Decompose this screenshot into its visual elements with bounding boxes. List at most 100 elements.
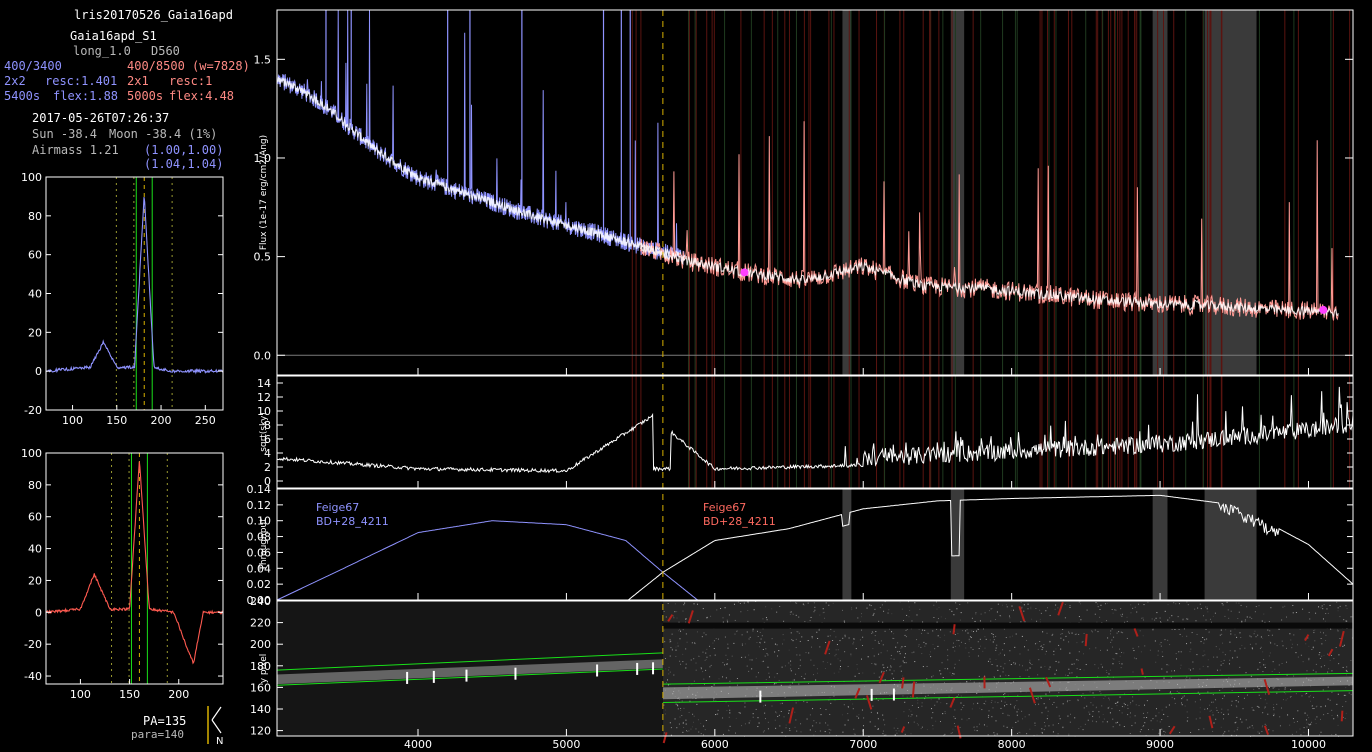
trace-noise: [701, 636, 703, 638]
trace-noise: [1245, 672, 1247, 674]
trace-noise: [1054, 608, 1056, 610]
trace-noise: [664, 709, 666, 711]
trace-noise: [693, 680, 695, 682]
trace-noise: [1089, 713, 1091, 715]
trace-noise: [1190, 731, 1192, 733]
trace-noise: [1343, 694, 1345, 696]
trace-noise: [918, 644, 920, 646]
trace-noise: [897, 651, 899, 653]
trace-noise: [951, 674, 953, 676]
trace-noise: [729, 668, 731, 670]
trace-noise: [1199, 717, 1201, 719]
trace-noise: [1272, 730, 1274, 732]
trace-noise: [1130, 612, 1132, 614]
trace-noise: [1186, 676, 1188, 678]
trace-noise: [815, 722, 817, 724]
trace-noise: [813, 720, 815, 722]
trace-noise: [943, 640, 945, 642]
trace-noise: [1105, 620, 1107, 622]
trace-artifact: [900, 726, 906, 733]
trace-noise: [1276, 692, 1278, 694]
trace-noise: [1335, 733, 1337, 735]
trace-noise: [1263, 659, 1265, 661]
trace-noise: [1084, 697, 1086, 699]
trace-noise: [1203, 642, 1205, 644]
trace-noise: [904, 653, 906, 655]
trace-noise: [795, 614, 797, 616]
trace-noise: [811, 636, 813, 638]
trace-noise: [1027, 603, 1029, 605]
trace-noise: [1315, 706, 1317, 708]
trace-noise: [1310, 723, 1312, 725]
trace-noise: [1195, 620, 1197, 622]
trace-noise: [1297, 710, 1299, 712]
trace-noise: [833, 695, 835, 697]
trace-noise: [1117, 701, 1119, 703]
trace-noise: [705, 659, 707, 661]
trace-noise: [747, 620, 749, 622]
trace-noise: [970, 647, 972, 649]
trace-noise: [1055, 660, 1057, 662]
red-flex: flex:4.48: [169, 89, 235, 103]
trace-noise: [827, 635, 829, 637]
trace-noise: [973, 703, 975, 705]
trace-noise: [923, 641, 925, 643]
trace-noise: [667, 679, 669, 681]
trace-noise: [956, 696, 958, 698]
trace-noise: [984, 647, 986, 649]
trace-noise: [962, 706, 964, 708]
trace-noise: [709, 676, 711, 678]
trace-noise: [1314, 718, 1316, 720]
trace-noise: [727, 643, 729, 645]
trace-noise: [1036, 620, 1038, 622]
trace-noise: [1124, 704, 1126, 706]
trace-noise: [1241, 620, 1243, 622]
trace-noise: [781, 731, 783, 733]
trace-noise: [682, 731, 684, 733]
trace-noise: [888, 609, 890, 611]
trace-noise: [774, 651, 776, 653]
dichroic-label: D560: [151, 44, 180, 58]
trace-noise: [1097, 667, 1099, 669]
trace-noise: [1040, 697, 1042, 699]
trace-noise: [830, 729, 832, 731]
trace-noise: [1095, 707, 1097, 709]
trace-noise: [1321, 605, 1323, 607]
trace-noise: [1035, 698, 1037, 700]
trace-noise: [766, 619, 768, 621]
trace-noise: [891, 631, 893, 633]
trace-noise: [1046, 718, 1048, 720]
trace-noise: [1107, 637, 1109, 639]
trace-dark-band: [662, 622, 1353, 629]
trace-noise: [832, 602, 834, 604]
trace-noise: [771, 638, 773, 640]
trace-noise: [1303, 731, 1305, 733]
trace-noise: [1026, 639, 1028, 641]
trace-noise: [1222, 734, 1224, 736]
trace-noise: [1004, 705, 1006, 707]
trace-noise: [1179, 633, 1181, 635]
trace-noise: [900, 647, 902, 649]
trace-noise: [877, 728, 879, 730]
trace-noise: [1041, 728, 1043, 730]
trace-noise: [1010, 609, 1012, 611]
trace-noise: [1045, 610, 1047, 612]
trace-noise: [1284, 687, 1286, 689]
trace-noise: [1120, 608, 1122, 610]
trace-noise: [1182, 618, 1184, 620]
trace-noise: [1009, 621, 1011, 623]
trace-noise: [1236, 729, 1238, 731]
trace-noise: [724, 664, 726, 666]
trace-noise: [765, 606, 767, 608]
trace-noise: [1105, 669, 1107, 671]
trace-noise: [922, 666, 924, 668]
trace-noise: [1311, 649, 1313, 651]
trace-noise: [1082, 640, 1084, 642]
trace-noise: [1098, 716, 1100, 718]
trace-artifact: [1304, 634, 1310, 642]
trace-noise: [1264, 723, 1266, 725]
trace-noise: [856, 664, 858, 666]
trace-noise: [756, 630, 758, 632]
trace-noise: [954, 646, 956, 648]
trace-noise: [1186, 635, 1188, 637]
